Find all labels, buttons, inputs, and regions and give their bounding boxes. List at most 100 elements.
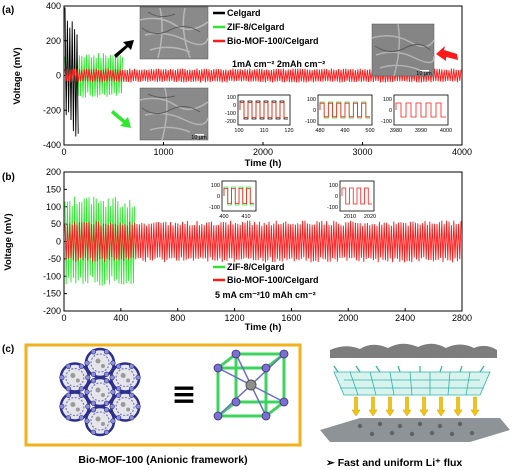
chart-b-xlabel: Time (h) <box>245 322 282 333</box>
mof-node <box>79 364 84 369</box>
chart-a-xlabel: Time (h) <box>245 158 282 169</box>
chart-b-xtick-label: 400 <box>113 313 128 323</box>
inset-b1-xtick-1: 400 <box>219 214 228 220</box>
mof-node <box>104 378 109 383</box>
mof-cage <box>86 407 114 435</box>
li-flux-arrow <box>471 397 479 416</box>
chart-b-xtick-label: 1200 <box>225 313 245 323</box>
chart-b-ytick-label: -50 <box>48 254 61 264</box>
li-flux-arrow <box>352 397 360 416</box>
mof-node <box>79 386 84 391</box>
inset-a2-xtick-2: 490 <box>340 128 349 134</box>
mof-node <box>91 407 96 412</box>
mof-node <box>79 415 84 420</box>
inset-b2-ytick-2: 0 <box>335 194 338 200</box>
chart-b-ytick-label: -100 <box>43 271 61 281</box>
mof-guest <box>70 402 75 407</box>
flux-label: ➢ Fast and uniform Li⁺ flux <box>326 457 462 469</box>
inset-a2-xtick-3: 500 <box>365 128 374 134</box>
chart-a-ytick-label: 0 <box>56 71 61 81</box>
mof-node <box>116 393 121 398</box>
mof-node <box>111 361 116 366</box>
chart-a-inset-3: 100 0 -100 3980 3990 4000 <box>381 95 452 134</box>
chart-b-xtick-label: 1600 <box>281 313 301 323</box>
chart-b-inset-2: 100 0 -100 2010 2020 <box>327 181 376 220</box>
mof-node <box>91 401 96 406</box>
li-flux-schematic <box>320 344 510 442</box>
mof-node <box>129 386 134 391</box>
inset-b1-ytick-2: 0 <box>217 194 220 200</box>
mof-guest <box>101 422 105 426</box>
legend-a-biomof: Bio-MOF-100/Celgard <box>227 36 319 46</box>
inset-a1-xtick-3: 120 <box>284 128 293 134</box>
chart-b-xtick-label: 800 <box>170 313 185 323</box>
inset-a1-ytick-2: 0 <box>233 103 236 109</box>
mof-guest <box>70 373 75 378</box>
inset-b2-xtick-2: 2020 <box>364 214 376 220</box>
mof-node <box>60 375 65 380</box>
chart-b-ylabel: Voltage (mV) <box>3 213 14 270</box>
inset-a2-ytick-2: 0 <box>313 108 316 114</box>
sem-scale-label-bottom: 10 μm <box>191 135 207 141</box>
mof-node <box>110 375 115 380</box>
mof-guest <box>126 379 130 383</box>
mof-cage <box>86 349 114 377</box>
inset-a2-ytick-1: 100 <box>307 97 316 103</box>
mof-guest <box>76 379 80 383</box>
mof-node <box>104 407 109 412</box>
mof-node <box>91 378 96 383</box>
inset-a3-ytick-2: 0 <box>389 108 392 114</box>
chart-b-ytick-label: -150 <box>43 289 61 299</box>
chart-b: -200 -150 -100 -50 0 50 100 150 200 0 400 800 1200 1… <box>3 167 472 333</box>
chart-b-ytick-label: 0 <box>56 237 61 247</box>
panel-label-a: (a) <box>2 5 14 16</box>
mof-node <box>104 372 109 377</box>
chart-a-ytick-label: 200 <box>46 36 61 46</box>
chart-b-ytick-label: 150 <box>46 184 61 194</box>
inset-a3-ytick-3: -100 <box>381 119 392 125</box>
mof-guest <box>96 359 101 364</box>
inset-b1-xtick-2: 410 <box>241 214 250 220</box>
chart-b-ytick-label: -200 <box>43 306 61 316</box>
arrow-to-sem-right <box>436 46 458 61</box>
mof-node <box>104 401 109 406</box>
mof-guest <box>101 364 105 368</box>
chart-a-legend: Celgard ZIF-8/Celgard Bio-MOF-100/Celgar… <box>213 8 325 69</box>
mof-node <box>86 375 91 380</box>
inset-a1-ytick-4: -200 <box>225 119 236 125</box>
chart-b-ytick-label: 200 <box>46 167 61 177</box>
mof-node <box>91 372 96 377</box>
mof-node <box>111 419 116 424</box>
sem-image-right: 10 μm <box>372 24 434 77</box>
mof-cage <box>61 364 89 392</box>
mof-guest <box>96 388 101 393</box>
arrow-to-sem-top <box>114 40 134 58</box>
mof-node <box>85 361 90 366</box>
mof-node <box>129 415 134 420</box>
legend-a-celgard: Celgard <box>227 8 261 18</box>
chart-b-xtick-label: 0 <box>61 313 66 323</box>
mof-guest <box>96 417 101 422</box>
mof-label: Bio-MOF-100 (Anionic framework) <box>78 454 247 466</box>
mof-node <box>136 375 141 380</box>
chart-a-ytick-label: 400 <box>46 1 61 11</box>
mof-node <box>116 415 121 420</box>
mof-node <box>66 386 71 391</box>
mof-cage <box>86 378 114 406</box>
chart-b-legend: ZIF-8/Celgard Bio-MOF-100/Celgard 5 mA c… <box>213 262 319 300</box>
chart-a-inset-1: 100 0 -100 -200 100 110 120 <box>225 95 294 134</box>
arrow-to-sem-bottom <box>111 110 131 128</box>
chart-b-condition: 5 mA cm⁻²10 mAh cm⁻² <box>215 290 316 300</box>
mof-node <box>116 386 121 391</box>
mof-node <box>110 404 115 409</box>
watermark: 知乎 @齐岳生物定制 <box>420 442 513 455</box>
inset-a3-xtick-1: 3980 <box>390 128 402 134</box>
chart-a-condition: 1mA cm⁻² 2mAh cm⁻² <box>232 59 325 69</box>
chart-b-xtick-label: 2400 <box>395 313 415 323</box>
mof-node <box>79 393 84 398</box>
mof-cage <box>61 393 89 421</box>
mof-node <box>129 364 134 369</box>
mof-node <box>86 404 91 409</box>
mof-node <box>60 404 65 409</box>
inset-a3-xtick-3: 4000 <box>440 128 452 134</box>
